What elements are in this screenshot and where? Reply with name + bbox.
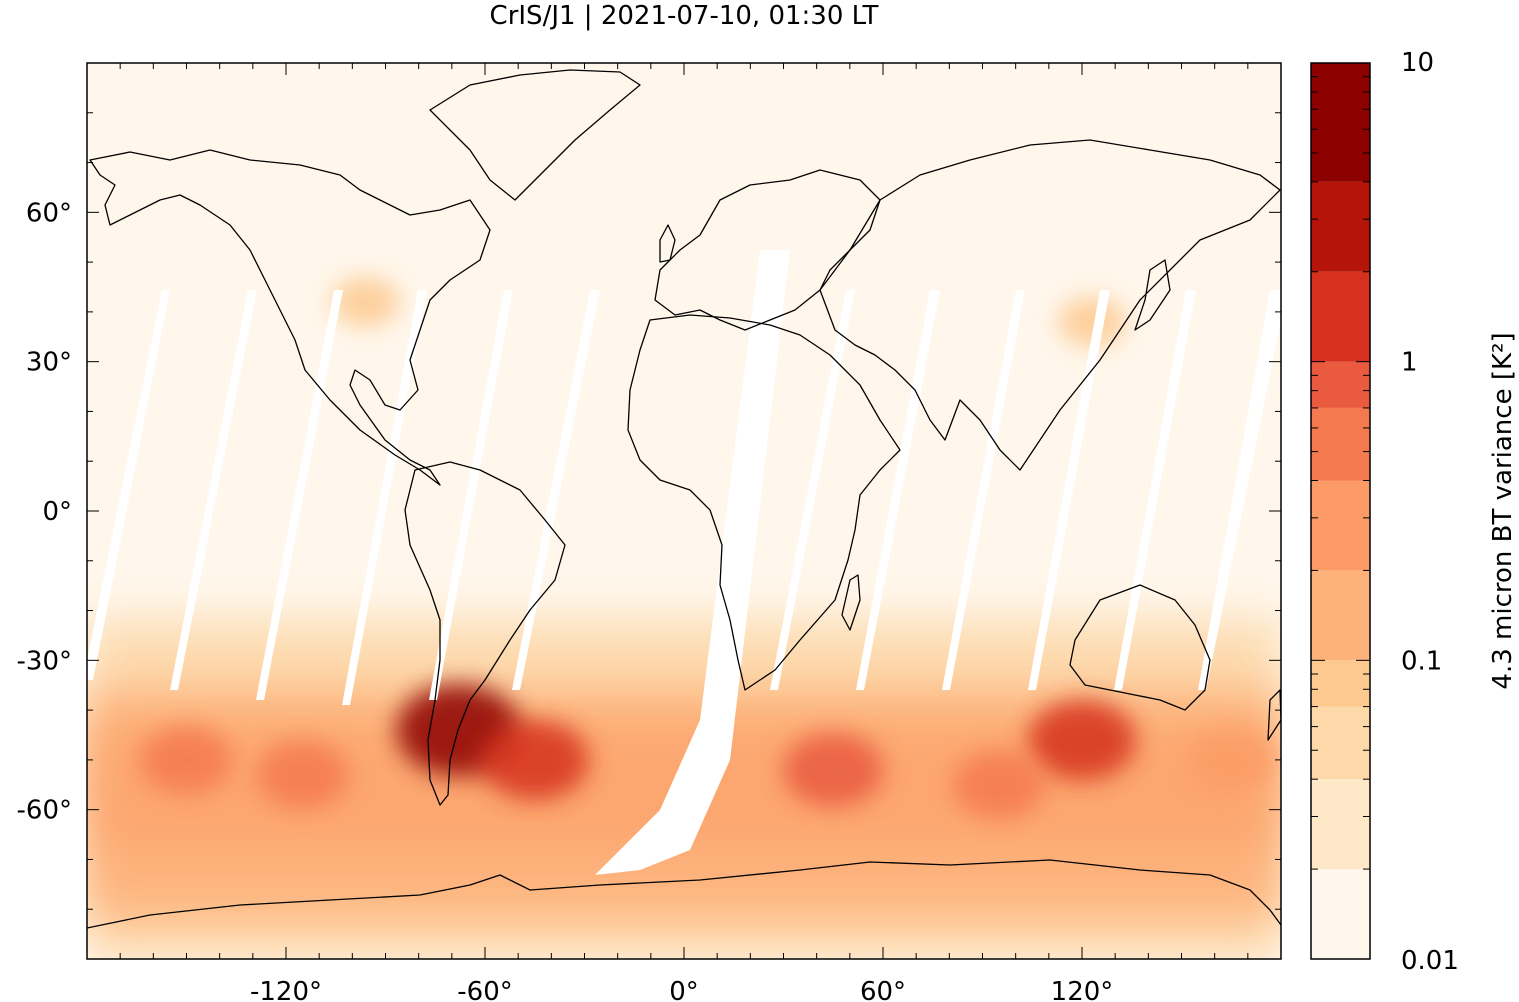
colorbar-title: 4.3 micron BT variance [K²]: [1488, 332, 1518, 689]
europe-outline: [654, 169, 881, 331]
colorbar-band: [1311, 63, 1370, 182]
x-tick-label: 60°: [860, 977, 906, 1002]
colorbar-tick-label: 10: [1401, 48, 1434, 78]
orbit-gap: [770, 290, 855, 690]
x-tick-label: 120°: [1051, 977, 1114, 1002]
colorbar-band: [1311, 706, 1370, 780]
orbit-gap: [256, 290, 343, 700]
colorbar-ticks: [1311, 76, 1370, 960]
variance-hotspot: [1028, 699, 1136, 780]
antarctica-outline: [87, 859, 1281, 929]
variance-hotspot: [140, 725, 233, 794]
north-america-outline: [89, 149, 491, 486]
y-tick-label: -30°: [17, 646, 72, 676]
south-america-outline: [404, 461, 566, 806]
variance-hotspot: [331, 276, 400, 327]
x-axis-tick-labels: -120° -60° 0° 60° 120°: [250, 977, 1113, 1002]
orbit-gap: [87, 290, 170, 680]
colorbar-bands: [1311, 63, 1370, 959]
orbit-gap: [342, 290, 427, 705]
orbit-gap: [595, 250, 790, 875]
colorbar-band: [1311, 660, 1370, 707]
colorbar-band: [1311, 271, 1370, 362]
asia-outline: [819, 139, 1281, 471]
colorbar: 10 1 0.1 0.01 4.3 micron BT variance [K²]: [1310, 48, 1518, 976]
colorbar-band: [1311, 570, 1370, 661]
variance-hotspot: [1189, 728, 1274, 791]
variance-hotspot: [953, 750, 1046, 819]
coastlines: [87, 69, 1281, 929]
x-tick-label: -120°: [250, 977, 322, 1002]
y-tick-label: 60°: [26, 198, 72, 228]
variance-hotspot: [256, 740, 349, 809]
colorbar-band: [1311, 407, 1370, 481]
colorbar-tick-label: 0.1: [1401, 646, 1442, 676]
colorbar-tick-labels: 10 1 0.1 0.01: [1401, 48, 1459, 976]
colorbar-band: [1311, 869, 1370, 959]
australia-outline: [1069, 584, 1211, 711]
colorbar-band: [1311, 181, 1370, 272]
orbit-gap: [942, 290, 1025, 690]
plot-title: CrIS/J1 | 2021-07-10, 01:30 LT: [489, 1, 879, 31]
variance-hotspots: [140, 276, 1274, 819]
axis-ticks: [86, 62, 1282, 960]
colorbar-band: [1311, 361, 1370, 408]
japan-outline: [1134, 259, 1171, 331]
variance-hotspot: [783, 732, 884, 807]
orbit-gap: [856, 290, 940, 690]
orbit-gap: [1114, 290, 1196, 690]
africa-outline: [627, 314, 901, 691]
orbit-gap: [1028, 290, 1110, 690]
variance-hotspot: [1057, 296, 1126, 347]
x-tick-label: 0°: [669, 977, 699, 1002]
y-tick-label: 30°: [26, 348, 72, 378]
colorbar-tick-label: 1: [1401, 348, 1418, 378]
colorbar-band: [1311, 779, 1370, 870]
y-tick-label: -60°: [17, 796, 72, 826]
colorbar-band: [1311, 480, 1370, 571]
orbit-gaps: [87, 250, 1281, 875]
orbit-gap: [170, 290, 257, 690]
y-tick-label: 0°: [42, 497, 72, 527]
orbit-gap: [512, 290, 600, 690]
y-axis-tick-labels: 60° 30° 0° -30° -60°: [17, 198, 72, 825]
variance-hotspot: [480, 719, 589, 800]
greenland-outline: [429, 69, 641, 201]
map-plot-area: [87, 63, 1281, 959]
x-tick-label: -60°: [457, 977, 512, 1002]
orbit-gap: [1198, 290, 1281, 690]
uk-outline: [659, 224, 676, 263]
madagascar-outline: [841, 574, 861, 631]
colorbar-tick-label: 0.01: [1401, 946, 1459, 976]
colorbar-frame: [1310, 62, 1371, 960]
orbit-gap: [429, 290, 513, 700]
new-zealand-outline: [1267, 689, 1281, 741]
